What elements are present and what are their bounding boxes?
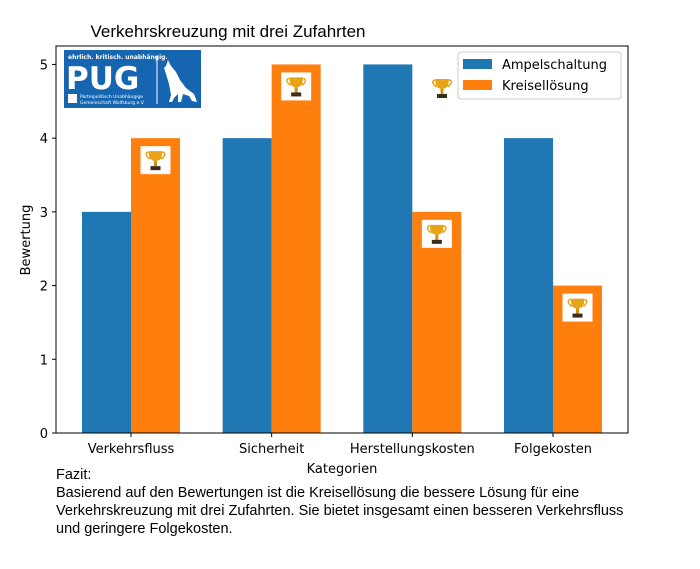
y-tick-label: 0: [40, 427, 48, 442]
trophy-icon: [421, 219, 452, 248]
trophy-icon: [432, 79, 452, 98]
x-axis-label: Kategorien: [307, 462, 378, 477]
bar-kreisellsung-verkehrsfluss: [131, 138, 180, 433]
wolf-icon: [164, 60, 197, 102]
bar-kreisellsung-herstellungskosten: [412, 211, 462, 433]
legend-label-ampelschaltung: Ampelschaltung: [502, 58, 607, 73]
y-axis: 0 1 2 3 4 5: [40, 58, 56, 442]
legend: Ampelschaltung Kreisellösung: [457, 51, 622, 100]
logo-subtitle-2: Gemeinschaft Wolfsburg e.V.: [80, 100, 145, 106]
y-tick-label: 1: [40, 353, 48, 368]
bar-ampelschaltung-sicherheit: [222, 138, 272, 433]
x-tick-label: Herstellungskosten: [350, 442, 475, 457]
trophy-icon: [281, 72, 312, 101]
x-tick-label: Verkehrsfluss: [88, 442, 175, 457]
y-tick-label: 4: [40, 132, 48, 147]
logo-tagline: ehrlich. kritisch. unabhängig.: [68, 54, 168, 61]
y-tick-label: 5: [40, 58, 48, 73]
bar-ampelschaltung-herstellungskosten: [363, 64, 413, 433]
pug-logo: ehrlich. kritisch. unabhängig. PUG Parte…: [64, 50, 201, 108]
bars-group: [82, 64, 602, 433]
legend-label-kreisellosung: Kreisellösung: [502, 79, 589, 94]
logo-name: PUG: [66, 61, 139, 97]
conclusion-block: Fazit: Basierend auf den Bewertungen ist…: [56, 466, 676, 538]
y-tick-label: 3: [40, 206, 48, 221]
bar-ampelschaltung-folgekosten: [504, 138, 553, 433]
trophies-group: [140, 72, 593, 322]
x-tick-label: Folgekosten: [514, 442, 592, 457]
y-axis-label: Bewertung: [19, 205, 34, 276]
trophy-icon: [140, 146, 171, 175]
conclusion-text: Basierend auf den Bewertungen ist die Kr…: [56, 485, 624, 537]
bar-kreisellsung-sicherheit: [271, 64, 321, 433]
axes-frame: [55, 45, 629, 434]
legend-swatch-kreisellosung: [463, 80, 492, 90]
y-tick-label: 2: [40, 280, 48, 295]
trophy-icon: [562, 293, 593, 322]
legend-swatch-ampelschaltung: [463, 59, 492, 69]
chart-title: Verkehrskreuzung mit drei Zufahrten: [91, 22, 366, 41]
x-tick-label: Sicherheit: [239, 442, 304, 457]
conclusion-heading: Fazit:: [56, 467, 92, 483]
x-axis: Verkehrsfluss Sicherheit Herstellungskoste…: [88, 433, 592, 457]
bar-ampelschaltung-verkehrsfluss: [82, 211, 131, 433]
logo-subtitle-1: Parteipolitisch Unabhängige: [80, 94, 143, 100]
